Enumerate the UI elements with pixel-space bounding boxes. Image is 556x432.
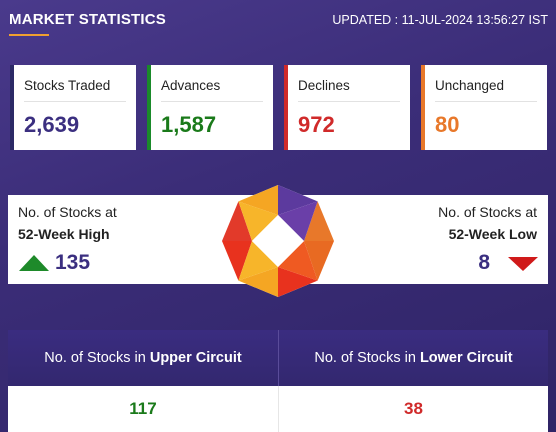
card-label: Stocks Traded	[24, 78, 111, 93]
title-underline	[9, 34, 49, 36]
upper-circuit-header[interactable]: No. of Stocks in Upper Circuit	[8, 330, 278, 386]
card-label: Unchanged	[435, 78, 505, 93]
circuit-values: 117 38	[8, 386, 548, 432]
week-high-label-line2: 52-Week High	[18, 226, 110, 242]
week-high-value: 135	[55, 251, 91, 274]
upper-circuit-prefix: No. of Stocks in	[44, 350, 146, 366]
updated-timestamp: UPDATED : 11-JUL-2024 13:56:27 IST	[332, 13, 548, 27]
lower-circuit-label: Lower Circuit	[419, 350, 513, 366]
card-label: Declines	[298, 78, 350, 93]
card-value: 80	[435, 112, 460, 137]
card-value: 2,639	[24, 112, 80, 137]
card-advances[interactable]: Advances 1,587	[147, 65, 273, 150]
upper-circuit-label: Upper Circuit	[149, 350, 242, 366]
card-divider	[298, 101, 400, 102]
week-low-label-line2: 52-Week Low	[448, 226, 537, 242]
card-divider	[24, 101, 126, 102]
card-divider	[435, 101, 537, 102]
week-high-label-line1: No. of Stocks at	[18, 204, 117, 220]
upper-circuit-value[interactable]: 117	[129, 399, 157, 418]
week-low-label-line1: No. of Stocks at	[438, 204, 537, 220]
lower-circuit-header[interactable]: No. of Stocks in Lower Circuit	[278, 330, 548, 386]
card-stocks-traded[interactable]: Stocks Traded 2,639	[10, 65, 136, 150]
card-value: 1,587	[161, 112, 217, 137]
lower-circuit-value[interactable]: 38	[278, 386, 548, 432]
page-title: MARKET STATISTICS	[9, 11, 167, 28]
triangle-up-icon	[19, 255, 49, 271]
lower-circuit-prefix: No. of Stocks in	[314, 350, 416, 366]
card-unchanged[interactable]: Unchanged 80	[421, 65, 547, 150]
week-low-value: 8	[478, 251, 490, 274]
circuit-header: No. of Stocks in Upper Circuit No. of St…	[8, 330, 548, 386]
circuit-panel: No. of Stocks in Upper Circuit No. of St…	[8, 330, 548, 432]
card-divider	[161, 101, 263, 102]
card-declines[interactable]: Declines 972	[284, 65, 410, 150]
triangle-down-icon	[508, 257, 538, 271]
card-value: 972	[298, 112, 335, 137]
header: MARKET STATISTICS UPDATED : 11-JUL-2024 …	[0, 0, 556, 40]
card-label: Advances	[161, 78, 221, 93]
stats-cards: Stocks Traded 2,639 Advances 1,587 Decli…	[10, 65, 548, 150]
octagon-logo-icon	[222, 185, 334, 297]
